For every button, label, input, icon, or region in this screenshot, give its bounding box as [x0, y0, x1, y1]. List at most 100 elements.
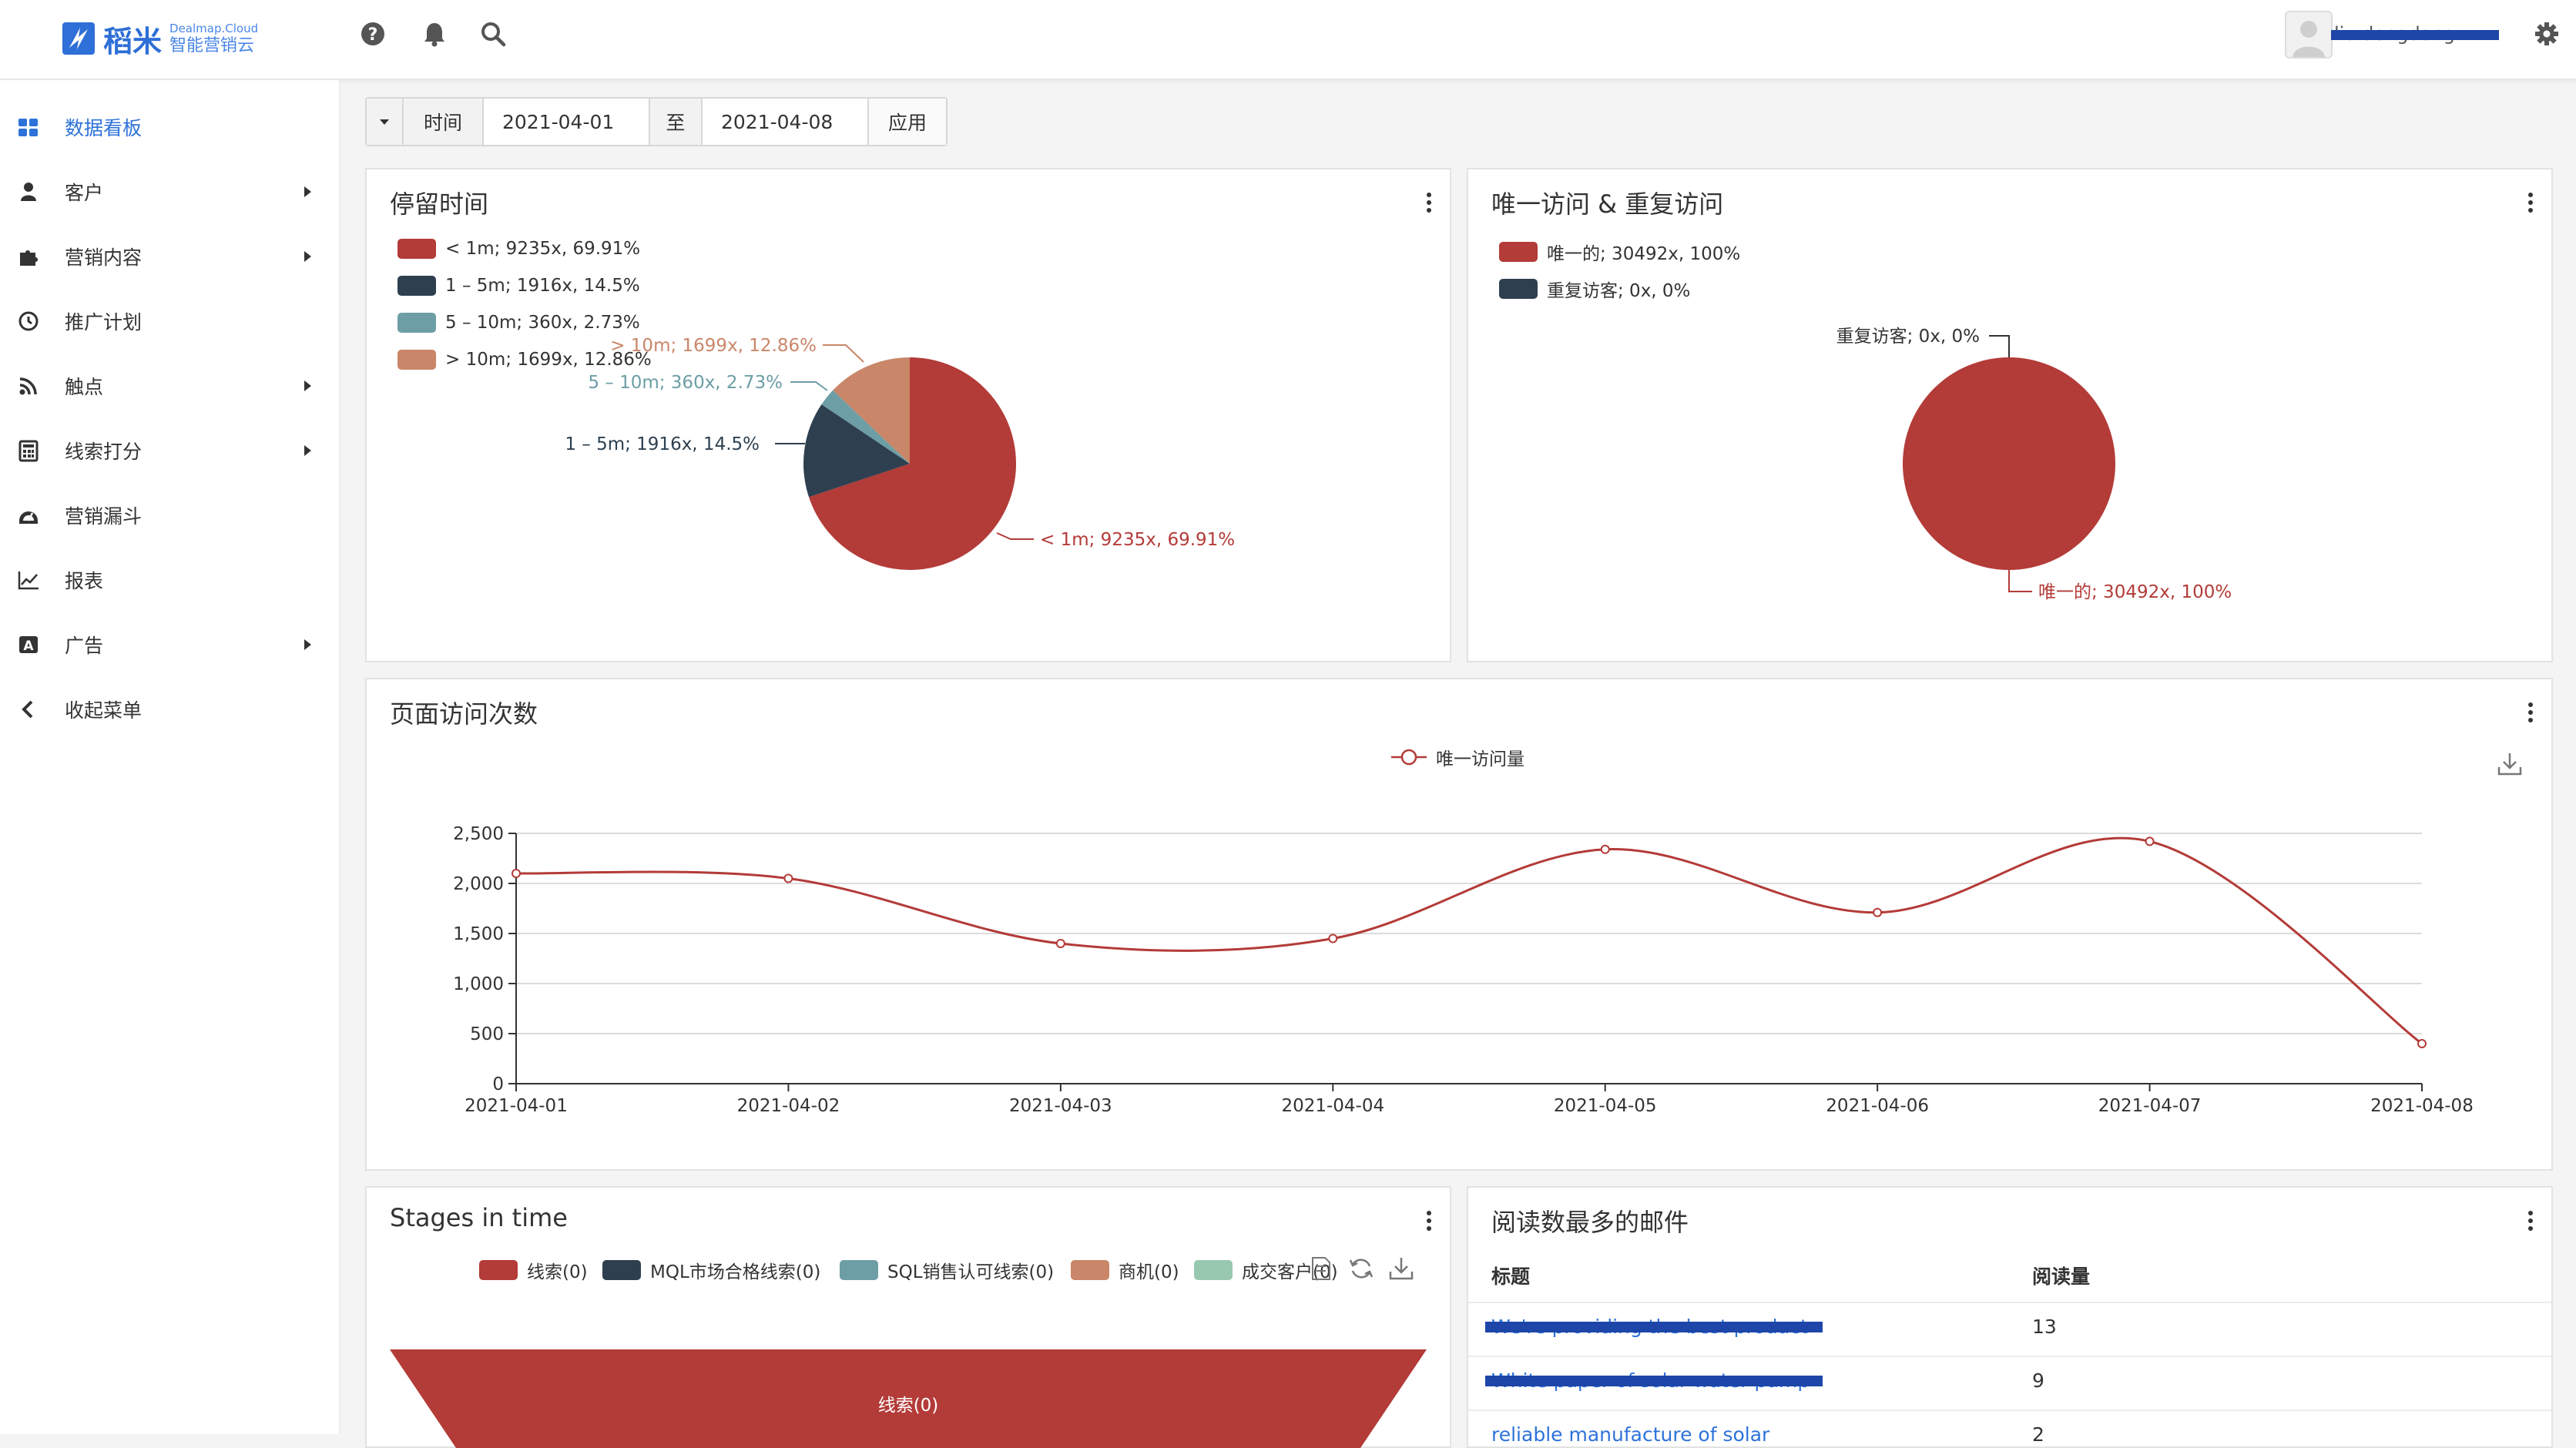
sidebar-item-lead-scoring[interactable]: 线索打分: [0, 418, 340, 483]
sidebar-item-touchpoints[interactable]: 触点: [0, 354, 340, 418]
card-title: Stages in time: [390, 1203, 568, 1232]
data-point: [2145, 836, 2155, 846]
legend-item[interactable]: 唯一的; 30492x, 100%: [1499, 239, 1740, 265]
bell-icon[interactable]: [421, 20, 448, 48]
legend-item[interactable]: SQL销售认可线索(0): [840, 1257, 1054, 1283]
top-bar: 稻米 Dealmap.Cloud 智能营销云 ? liu.dongdong: [0, 0, 2576, 80]
pie-label-line: [823, 344, 864, 363]
calculator-icon: [18, 440, 39, 462]
legend-item[interactable]: 商机(0): [1071, 1257, 1179, 1283]
data-point: [1600, 844, 1610, 854]
y-tick-label: 0: [492, 1074, 504, 1094]
pie-label-line: [1989, 335, 2010, 357]
sidebar-item-reports[interactable]: 报表: [0, 548, 340, 612]
legend-swatch: [397, 313, 436, 333]
date-from-input[interactable]: 2021-04-01: [484, 99, 650, 145]
gauge-icon: [19, 511, 38, 524]
gear-icon[interactable]: [2533, 20, 2561, 48]
kebab-menu-icon[interactable]: [2527, 701, 2534, 724]
legend-item[interactable]: 线索(0): [479, 1257, 588, 1283]
data-view-icon[interactable]: [1308, 1255, 1334, 1282]
avatar[interactable]: [2285, 11, 2333, 59]
rss-icon: [19, 377, 37, 395]
caret-down-icon: [380, 119, 389, 125]
sidebar-item-ads[interactable]: A 广告: [0, 612, 340, 677]
y-tick-label: 2,000: [453, 874, 504, 894]
table-divider: [1468, 1302, 2551, 1303]
download-icon[interactable]: [2496, 750, 2524, 778]
kebab-menu-icon[interactable]: [1425, 191, 1433, 214]
pie-slice: [821, 390, 910, 464]
legend-item[interactable]: > 10m; 1699x, 12.86%: [397, 350, 652, 370]
dashboard-icon: [18, 119, 38, 136]
kebab-menu-icon[interactable]: [2527, 191, 2534, 214]
series-line: [515, 836, 2423, 1045]
x-tick-label: 2021-04-08: [2370, 1096, 2474, 1116]
sidebar-item-dashboard[interactable]: 数据看板: [0, 95, 340, 159]
sidebar-item-label: 客户: [65, 182, 104, 204]
email-title-link[interactable]: reliable manufacture of solar: [1491, 1423, 1770, 1446]
pie-label-line: [2008, 570, 2032, 592]
visits-pie-chart: 唯一的; 30492x, 100% 重复访客; 0x, 0%: [1836, 327, 2232, 602]
kebab-menu-icon[interactable]: [1425, 1209, 1433, 1232]
legend-swatch: [479, 1260, 518, 1280]
redaction-bar: [1485, 1322, 1823, 1332]
kebab-menu-icon[interactable]: [2527, 1209, 2534, 1232]
caret-right-icon: [304, 639, 311, 650]
caret-right-icon: [304, 445, 311, 456]
svg-text:?: ?: [368, 25, 378, 45]
legend-swatch: [397, 276, 436, 296]
filter-dropdown[interactable]: [367, 99, 404, 145]
legend-swatch: [1499, 279, 1538, 299]
sidebar-item-campaigns[interactable]: 推广计划: [0, 289, 340, 354]
pie-data-label: < 1m; 9235x, 69.91%: [1040, 530, 1235, 550]
legend-item[interactable]: 5 – 10m; 360x, 2.73%: [397, 313, 640, 333]
email-reads: 9: [2032, 1369, 2044, 1392]
card-title: 阅读数最多的邮件: [1491, 1208, 1689, 1237]
help-icon[interactable]: ?: [359, 20, 387, 48]
apply-button[interactable]: 应用: [869, 99, 946, 145]
y-tick-label: 2,500: [453, 824, 504, 844]
search-icon[interactable]: [479, 20, 507, 48]
legend-line-marker: [1391, 749, 1427, 766]
legend-label: 1 – 5m; 1916x, 14.5%: [445, 276, 640, 296]
x-tick-label: 2021-04-03: [1009, 1096, 1112, 1116]
redaction-bar: [2331, 30, 2499, 40]
legend-item[interactable]: 重复访客; 0x, 0%: [1499, 276, 1690, 302]
sidebar-item-label: 线索打分: [65, 441, 143, 463]
legend-label: 线索(0): [527, 1262, 588, 1282]
chevron-left-icon: [22, 700, 33, 719]
legend-label: 唯一的; 30492x, 100%: [1547, 244, 1741, 264]
pie-data-label: > 10m; 1699x, 12.86%: [610, 336, 817, 356]
download-icon[interactable]: [1388, 1255, 1414, 1282]
sidebar-item-label: 收起菜单: [65, 699, 143, 722]
sidebar-item-label: 触点: [65, 376, 104, 398]
legend-item[interactable]: < 1m; 9235x, 69.91%: [397, 239, 640, 259]
data-point: [1328, 933, 1338, 944]
line-chart-icon: [18, 571, 39, 590]
legend-item[interactable]: 1 – 5m; 1916x, 14.5%: [397, 276, 640, 296]
legend-item[interactable]: MQL市场合格线索(0): [602, 1257, 820, 1283]
legend-item[interactable]: 唯一访问量: [1391, 744, 1524, 770]
sidebar-item-content[interactable]: 营销内容: [0, 224, 340, 289]
data-point: [783, 873, 793, 883]
legend-swatch: [397, 239, 436, 259]
legend-label: 唯一访问量: [1436, 749, 1524, 769]
date-to-input[interactable]: 2021-04-08: [703, 99, 869, 145]
logo[interactable]: 稻米 Dealmap.Cloud 智能营销云: [62, 17, 258, 60]
sidebar-item-funnel[interactable]: 营销漏斗: [0, 483, 340, 548]
sidebar-item-collapse[interactable]: 收起菜单: [0, 677, 340, 742]
refresh-icon[interactable]: [1348, 1255, 1374, 1282]
legend-swatch: [1194, 1260, 1233, 1280]
sidebar-item-customers[interactable]: 客户: [0, 159, 340, 224]
pie-label-line: [996, 532, 1034, 540]
y-tick-label: 500: [470, 1024, 504, 1044]
legend-label: 5 – 10m; 360x, 2.73%: [445, 313, 640, 333]
date-filter: 时间 2021-04-01 至 2021-04-08 应用: [365, 97, 948, 146]
card-title: 页面访问次数: [390, 699, 538, 729]
y-tick-label: 1,500: [453, 924, 504, 944]
sidebar-item-label: 营销漏斗: [65, 505, 143, 528]
pie-data-label: 1 – 5m; 1916x, 14.5%: [565, 434, 760, 454]
filter-label: 时间: [404, 99, 484, 145]
svg-text:A: A: [23, 639, 34, 654]
